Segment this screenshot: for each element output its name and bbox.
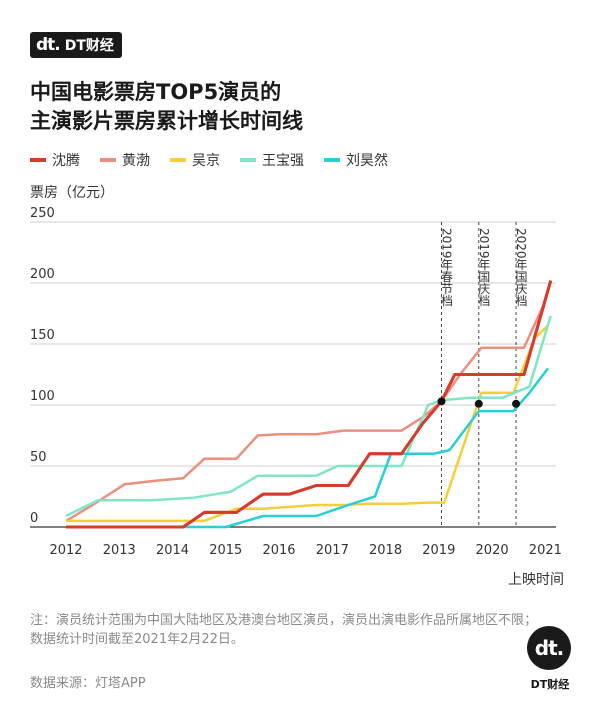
x-tick-label: 2021 <box>529 543 562 558</box>
brand-name: DT财经 <box>64 38 114 54</box>
x-tick-label: 2014 <box>156 543 189 558</box>
legend-swatch <box>30 158 46 162</box>
chart-title-line-1: 中国电影票房TOP5演员的 <box>30 80 282 104</box>
series-line-top <box>66 280 553 529</box>
legend-swatch <box>170 158 186 162</box>
annotation-label: 2019年春节档 <box>439 228 453 307</box>
legend-item: 刘昊然 <box>324 150 388 170</box>
legend-item: 沈腾 <box>30 150 80 170</box>
line-chart: 票房（亿元） 0 50 100 150 200 250 2012 2013 2014 2015 201… <box>30 185 564 588</box>
legend-label: 吴京 <box>192 153 220 169</box>
legend-item: 王宝强 <box>240 150 304 170</box>
annotation-label: 2020年国庆档 <box>514 228 528 307</box>
x-tick-label: 2012 <box>49 543 82 558</box>
y-tick-label: 250 <box>30 206 55 221</box>
x-tick-label: 2017 <box>316 543 349 558</box>
legend-swatch <box>240 158 256 162</box>
legend-label: 刘昊然 <box>346 153 388 169</box>
legend-item: 吴京 <box>170 150 220 170</box>
legend-label: 王宝强 <box>262 153 304 169</box>
y-tick-label: 200 <box>30 267 55 282</box>
annotation-dot <box>512 399 521 408</box>
x-tick-label: 2018 <box>369 543 402 558</box>
legend-label: 沈腾 <box>52 153 80 169</box>
data-source: 数据来源：灯塔APP <box>30 676 146 691</box>
x-tick-label: 2020 <box>476 543 509 558</box>
legend-swatch <box>324 158 340 162</box>
legend-item: 黄渤 <box>100 150 150 170</box>
dt-logo-text: DT财经 <box>530 678 570 691</box>
y-tick-label: 50 <box>30 450 47 465</box>
annotation-dot <box>474 399 483 408</box>
y-tick-label: 100 <box>30 389 55 404</box>
footnote: 注：演员统计范围为中国大陆地区及港澳台地区演员，演员出演电影作品所属地区不限；数… <box>30 613 538 647</box>
y-tick-label: 150 <box>30 328 55 343</box>
brand-logo-mark: dt. <box>36 35 61 55</box>
chart-legend: 沈腾 黄渤 吴京 王宝强 刘昊然 <box>30 150 388 170</box>
x-tick-label: 2016 <box>262 543 295 558</box>
series-line <box>66 367 549 529</box>
x-axis-label: 上映时间 <box>508 572 564 588</box>
y-tick-label: 0 <box>30 511 38 526</box>
annotation-dot <box>437 397 446 406</box>
legend-label: 黄渤 <box>122 153 150 169</box>
y-axis-label: 票房（亿元） <box>30 185 114 201</box>
brand-badge: dt. DT财经 <box>30 32 122 58</box>
x-tick-label: 2013 <box>103 543 136 558</box>
annotation-label: 2019年国庆档 <box>477 228 491 307</box>
x-tick-label: 2015 <box>209 543 242 558</box>
series-line <box>65 315 552 518</box>
legend-swatch <box>100 158 116 162</box>
chart-title-line-2: 主演影片票房累计增长时间线 <box>30 109 303 133</box>
chart-title: 中国电影票房TOP5演员的 主演影片票房累计增长时间线 <box>30 78 570 136</box>
dt-logo-icon: dt. <box>527 626 571 670</box>
x-tick-label: 2019 <box>422 543 455 558</box>
